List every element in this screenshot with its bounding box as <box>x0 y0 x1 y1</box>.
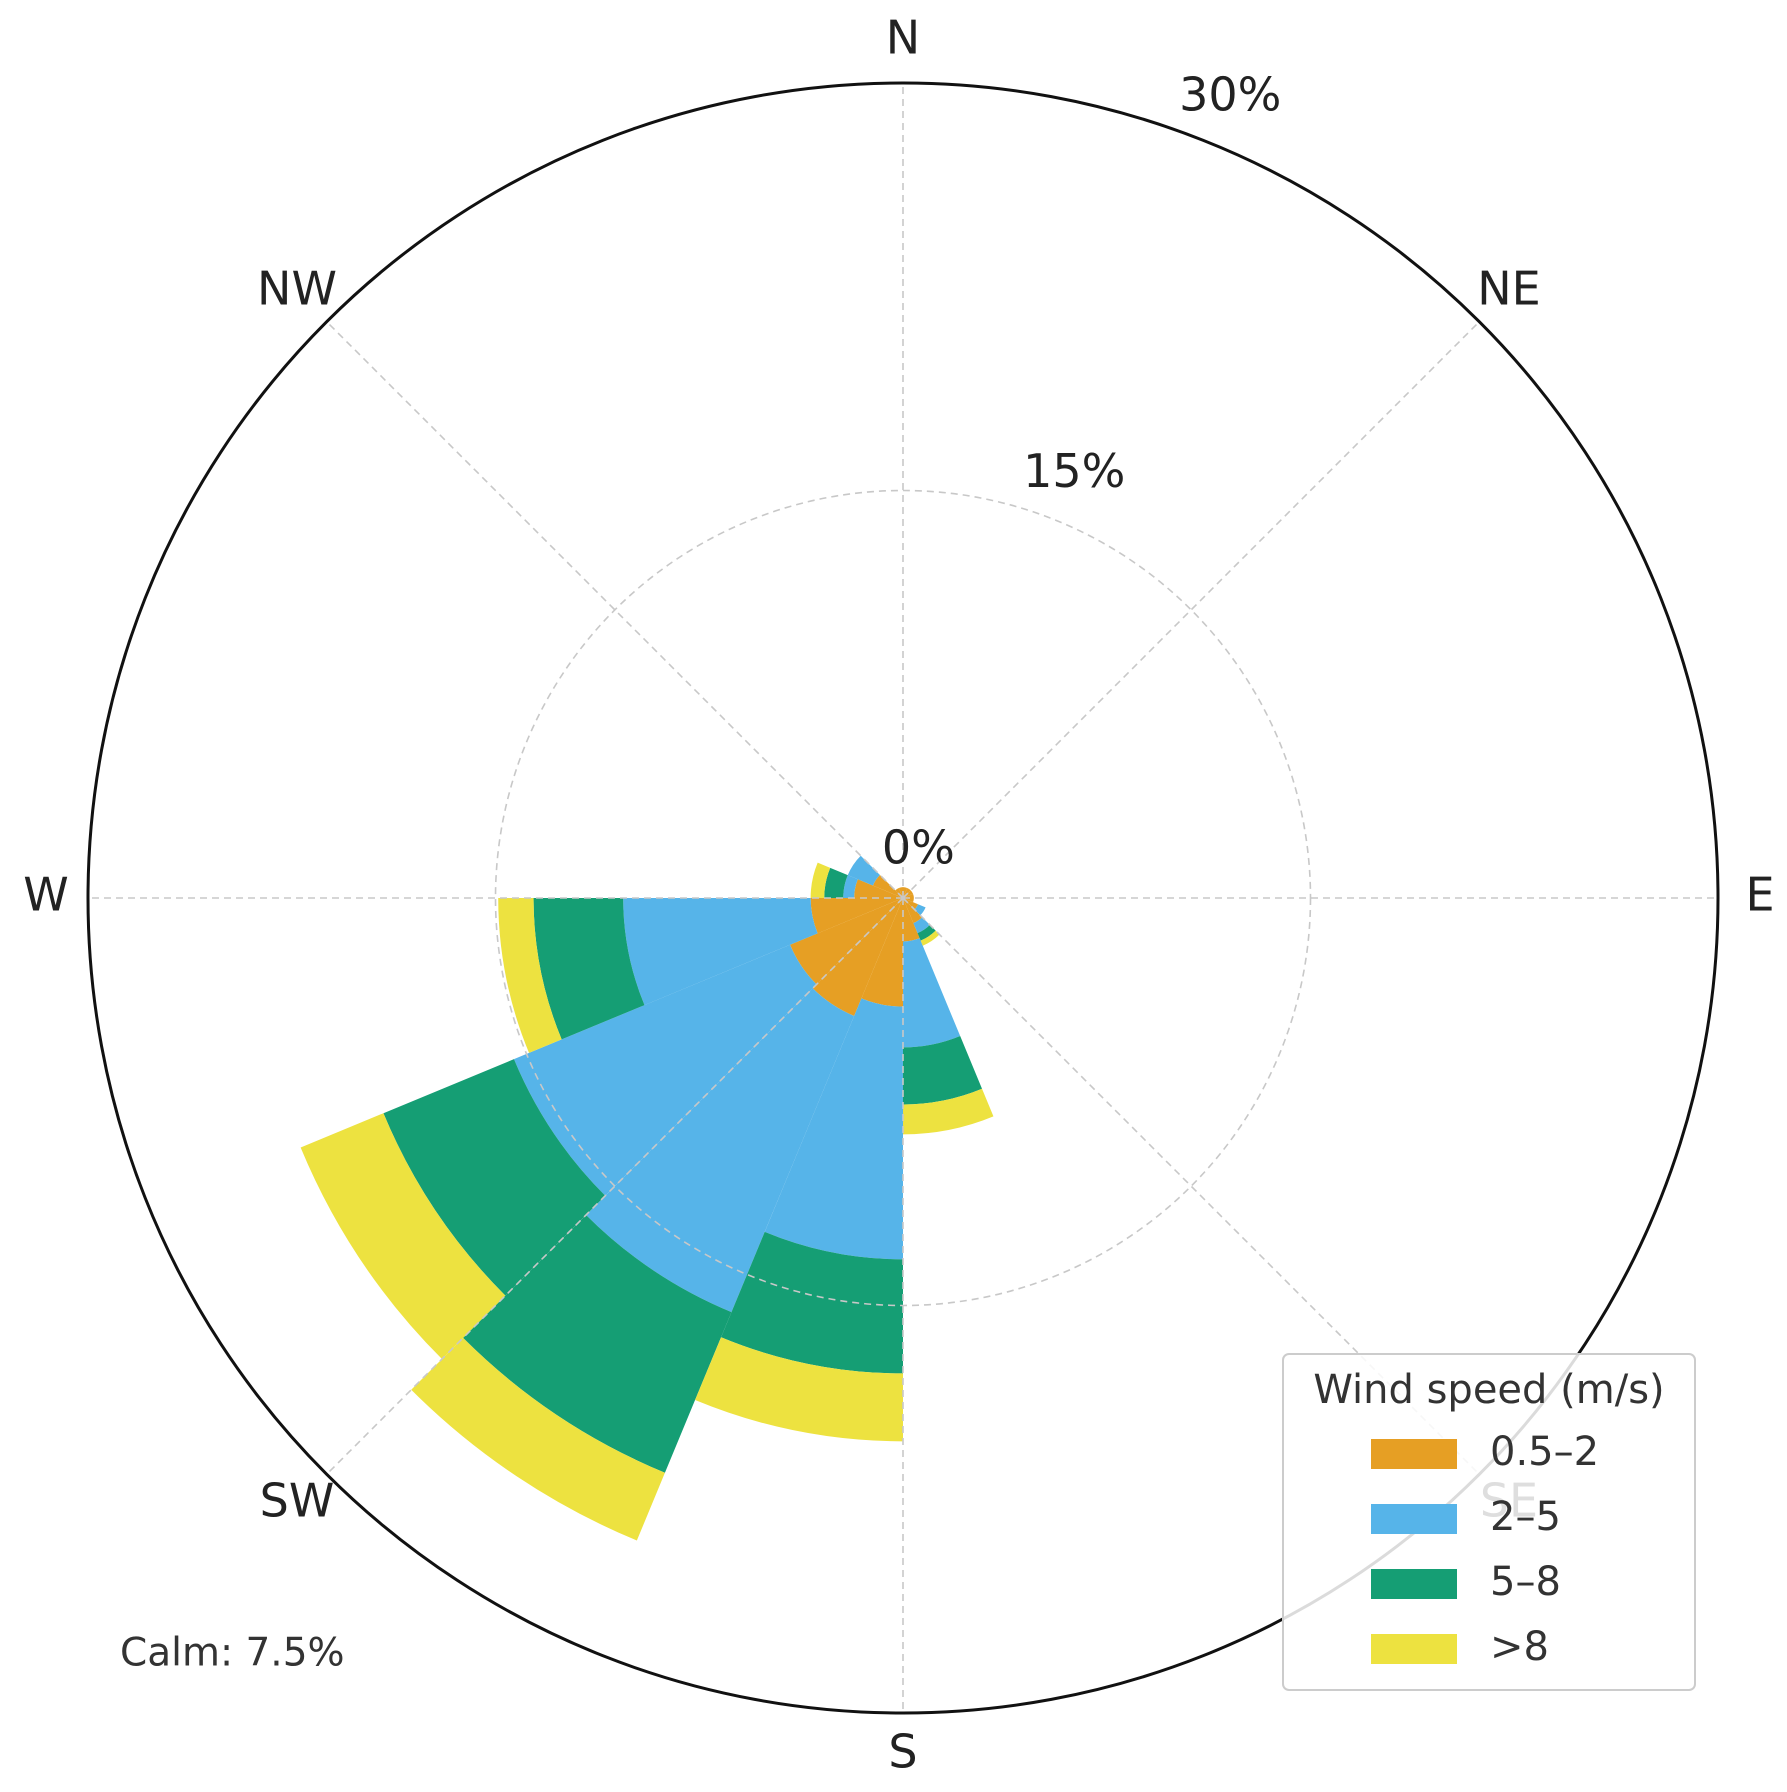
legend-label: 5–8 <box>1490 1559 1561 1605</box>
wind-sector <box>854 879 903 898</box>
wind-sector <box>847 855 880 886</box>
wind-sector <box>903 1088 994 1135</box>
wind-sector <box>812 898 903 1016</box>
wind-sector <box>300 1113 506 1360</box>
wind-sector <box>898 887 903 898</box>
angular-grid-line <box>902 321 1480 899</box>
wind-sector <box>903 898 923 924</box>
wind-sector <box>843 875 858 898</box>
legend-swatch <box>1371 1634 1457 1664</box>
radial-tick-label: 15% <box>1023 444 1125 498</box>
wind-sector <box>824 867 848 898</box>
wind-sector <box>917 924 936 941</box>
wind-sector <box>586 988 855 1313</box>
wind-sector <box>463 1214 732 1473</box>
direction-label: W <box>23 868 68 922</box>
wind-sector <box>513 944 817 1196</box>
outer-circle <box>86 81 1720 1715</box>
wind-sector <box>764 998 903 1260</box>
legend-swatch <box>1371 1504 1457 1534</box>
radial-tick-label: 0% <box>882 821 955 875</box>
calm-annotation: Calm: 7.5% <box>120 1631 345 1676</box>
direction-label: E <box>1745 868 1774 922</box>
wind-sector <box>914 904 926 916</box>
wind-sector <box>920 930 940 946</box>
legend-label: >8 <box>1490 1624 1549 1670</box>
wind-sector <box>903 1036 983 1105</box>
legend-swatch <box>1371 1569 1457 1599</box>
wind-sector <box>872 874 903 898</box>
legend-title: Wind speed (m/s) <box>1313 1367 1664 1413</box>
wind-sector <box>903 938 961 1048</box>
angular-grid-line <box>326 897 904 1475</box>
wind-sector <box>861 898 903 1007</box>
wind-sector <box>383 1059 606 1296</box>
plot-area <box>86 81 1720 1715</box>
wind-sector <box>810 862 831 898</box>
radial-tick-label: 30% <box>1179 68 1281 122</box>
wind-sector <box>411 1337 665 1541</box>
wind-sector <box>810 898 903 934</box>
wind-sector <box>533 898 645 1040</box>
legend-label: 0.5–2 <box>1490 1429 1599 1475</box>
angular-grid-line <box>902 897 1480 1475</box>
wind-sector <box>721 1231 903 1374</box>
legend-box <box>1282 1353 1696 1691</box>
wind-sector <box>903 893 914 898</box>
wind-sector <box>903 898 920 942</box>
wind-sector <box>913 917 930 934</box>
direction-label: NW <box>257 262 337 316</box>
legend-label: 2–5 <box>1490 1494 1561 1540</box>
grid-circle <box>494 489 1312 1307</box>
wind-sector <box>903 887 908 898</box>
wind-sector <box>903 898 914 903</box>
direction-label: S <box>888 1725 917 1779</box>
direction-label: N <box>886 11 920 65</box>
direction-label: NE <box>1477 262 1540 316</box>
wind-sector <box>623 898 818 1006</box>
direction-label: SW <box>260 1473 335 1527</box>
wind-sector <box>498 898 562 1053</box>
angular-grid-line <box>326 321 904 899</box>
wind-sector <box>790 898 903 985</box>
legend-swatch <box>1371 1439 1457 1469</box>
wind-sector <box>695 1337 903 1442</box>
